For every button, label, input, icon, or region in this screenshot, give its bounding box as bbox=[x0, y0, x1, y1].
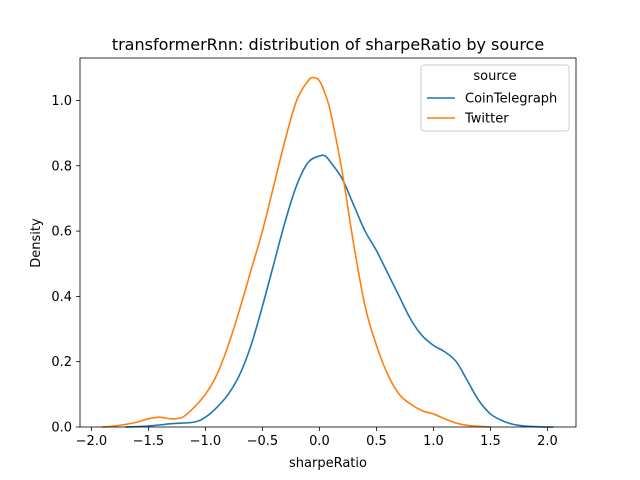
series-line-cointelegraph bbox=[124, 154, 554, 428]
x-tick-label: −0.5 bbox=[247, 434, 279, 449]
series-layer bbox=[102, 76, 554, 428]
x-tick-label: 1.5 bbox=[480, 434, 501, 449]
x-tick-label: −2.0 bbox=[76, 434, 108, 449]
y-axis: 0.0 0.2 0.4 0.6 0.8 1.0 bbox=[51, 94, 80, 436]
y-tick-label: 0.4 bbox=[51, 290, 72, 305]
x-tick-label: −1.0 bbox=[190, 434, 222, 449]
axes-frame bbox=[79, 57, 577, 428]
x-tick-label: 1.0 bbox=[423, 434, 444, 449]
x-tick-label: −1.5 bbox=[133, 434, 165, 449]
series-line-twitter bbox=[102, 76, 492, 428]
x-tick-label: 2.0 bbox=[537, 434, 558, 449]
x-tick-label: 0.0 bbox=[309, 434, 330, 449]
legend-entries: CoinTelegraph Twitter bbox=[427, 92, 557, 127]
legend: source CoinTelegraph Twitter bbox=[420, 64, 570, 132]
y-tick-label: 0.2 bbox=[51, 355, 72, 370]
x-axis: −2.0 −1.5 −1.0 −0.5 0.0 0.5 1.0 1.5 2.0 bbox=[76, 427, 558, 449]
legend-title: source bbox=[473, 69, 516, 84]
y-tick-label: 1.0 bbox=[51, 94, 72, 109]
y-tick-label: 0.8 bbox=[51, 159, 72, 174]
y-axis-label: Density bbox=[29, 218, 44, 268]
y-tick-label: 0.6 bbox=[51, 225, 72, 240]
legend-box bbox=[420, 64, 570, 132]
legend-label-twitter: Twitter bbox=[464, 112, 509, 127]
chart-title: transformerRnn: distribution of sharpeRa… bbox=[112, 35, 544, 54]
x-tick-label: 0.5 bbox=[366, 434, 387, 449]
y-tick-label: 0.0 bbox=[51, 421, 72, 436]
x-axis-label: sharpeRatio bbox=[289, 456, 367, 471]
legend-label-cointelegraph: CoinTelegraph bbox=[465, 92, 557, 107]
